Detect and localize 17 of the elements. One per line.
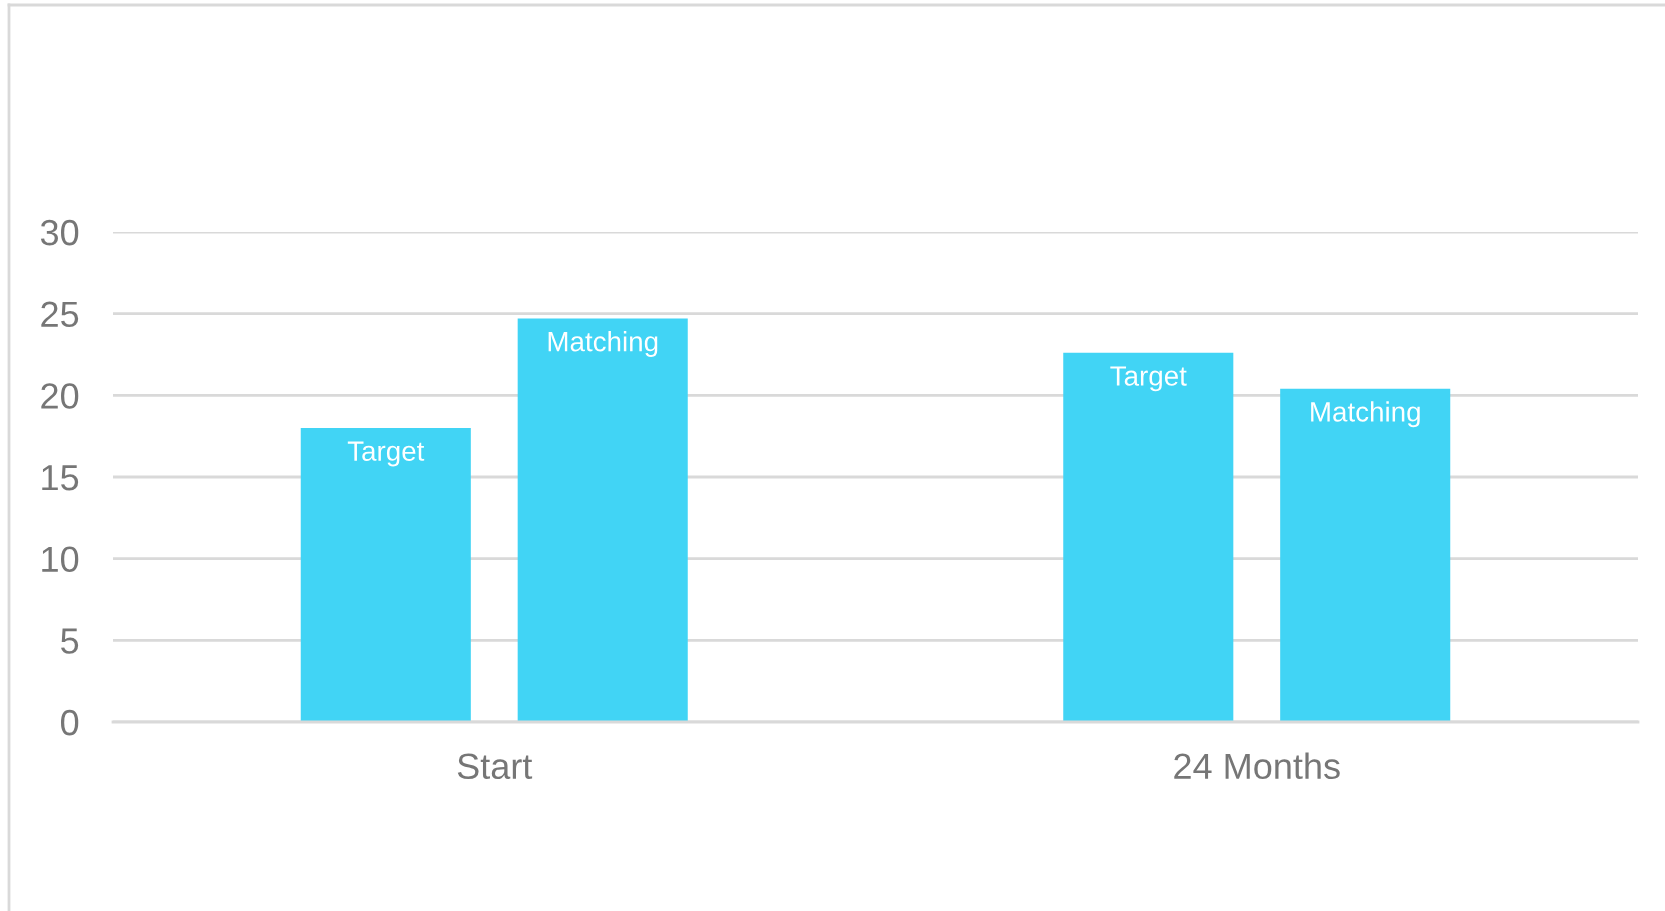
bar bbox=[1280, 388, 1451, 722]
bar bbox=[517, 318, 688, 722]
y-tick-label: 25 bbox=[41, 301, 79, 328]
y-tick-label: 20 bbox=[41, 383, 79, 409]
series-label: Target bbox=[347, 441, 425, 467]
y-tick-label: 0 bbox=[61, 709, 79, 736]
y-tick-label: 5 bbox=[61, 628, 79, 654]
y-tick-label: 30 bbox=[40, 219, 79, 246]
series-label: Matching bbox=[548, 331, 658, 357]
y-tick-label: 15 bbox=[42, 465, 79, 491]
x-tick-label: Start bbox=[457, 753, 533, 780]
text: Matching bbox=[1311, 401, 1420, 428]
bar bbox=[300, 428, 471, 722]
text: Target bbox=[1110, 366, 1187, 392]
y-tick-label: 10 bbox=[42, 546, 79, 573]
bar bbox=[1063, 352, 1234, 722]
x-tick-label: 24 Months bbox=[1174, 752, 1340, 780]
